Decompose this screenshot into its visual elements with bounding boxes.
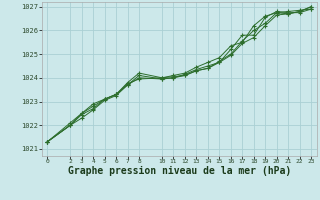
X-axis label: Graphe pression niveau de la mer (hPa): Graphe pression niveau de la mer (hPa) bbox=[68, 166, 291, 176]
